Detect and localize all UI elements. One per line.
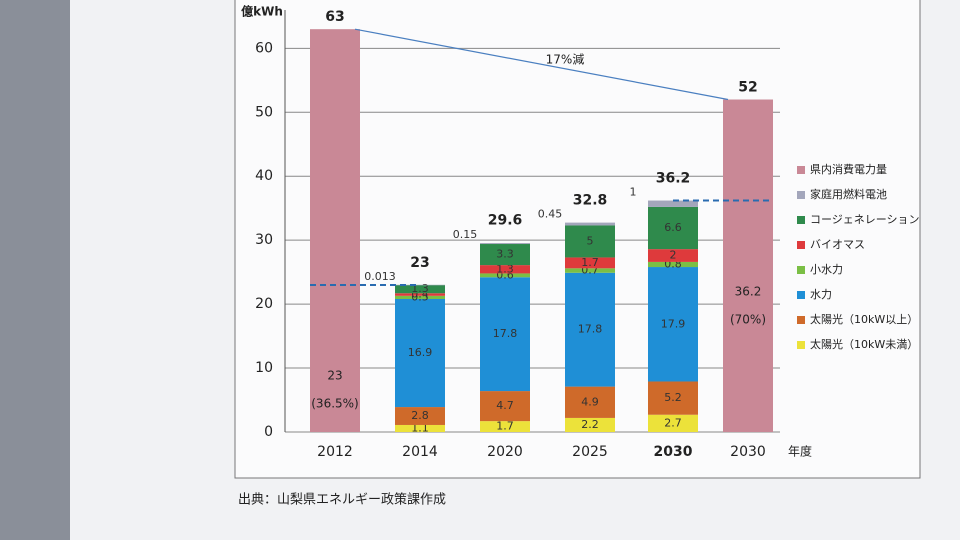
legend-swatch <box>797 216 805 224</box>
data-label: 17.8 <box>493 327 518 340</box>
legend-swatch <box>797 291 805 299</box>
data-label: 0.15 <box>453 228 478 241</box>
data-label: 1.3 <box>496 262 514 275</box>
x-tick-label: 2014 <box>402 444 438 460</box>
data-label: 4.7 <box>496 399 514 412</box>
data-label: 52 <box>738 80 757 96</box>
bar-segment <box>648 261 698 268</box>
data-label: 4.9 <box>581 395 599 408</box>
y-tick-label: 60 <box>255 40 273 56</box>
data-label: 2.7 <box>664 416 682 429</box>
data-label: 2.8 <box>411 409 429 422</box>
annotation-note: (70%) <box>730 312 766 326</box>
x-tick-label: 2020 <box>487 444 523 460</box>
data-label: 0.45 <box>538 208 563 221</box>
bar-segment <box>648 267 698 382</box>
data-label: 16.9 <box>408 346 433 359</box>
bar-segment <box>565 272 615 387</box>
source: 出典：山梨県エネルギー政策課作成 <box>238 492 446 508</box>
bar-segment <box>395 407 445 425</box>
legend-label: 家庭用燃料電池 <box>810 187 887 201</box>
data-label: 5.2 <box>664 391 682 404</box>
bar-segment <box>480 277 530 392</box>
x-tick-label: 2025 <box>572 444 608 460</box>
bar-segment <box>565 417 615 432</box>
data-label: 5 <box>587 234 594 247</box>
bar-segment <box>565 257 615 269</box>
trend-label: 17%減 <box>546 52 585 67</box>
data-label: 1.7 <box>496 420 514 433</box>
total-label: 23 <box>410 255 429 271</box>
bar-segment <box>565 268 615 273</box>
bar-segment <box>395 284 445 294</box>
legend-label: 太陽光（10kW以上） <box>810 312 918 326</box>
bar-segment <box>480 265 530 274</box>
bar-segment <box>480 244 530 266</box>
bar-segment <box>648 249 698 262</box>
y-axis-label: 億kWh <box>241 4 283 19</box>
bar-segment <box>395 284 445 286</box>
bar-segment <box>395 293 445 296</box>
legend-swatch <box>797 316 805 324</box>
x-tick-label: 2030 <box>730 444 766 460</box>
bar-segment <box>480 391 530 422</box>
bar-segment <box>480 273 530 278</box>
data-label: 2.2 <box>581 418 599 431</box>
data-label: 1.7 <box>581 256 599 269</box>
legend-label: コージェネレーション <box>810 213 920 226</box>
y-tick-label: 40 <box>255 168 273 184</box>
trend-line <box>354 28 729 101</box>
bar-segment <box>648 200 698 207</box>
data-label: 6.6 <box>664 221 682 234</box>
bar-segment <box>310 29 360 432</box>
bar-segment <box>565 225 615 258</box>
annotation-note: (36.5%) <box>311 396 358 410</box>
data-label: 63 <box>325 9 344 25</box>
y-tick-label: 30 <box>255 232 273 248</box>
bar-segment <box>480 243 530 245</box>
bar-segment <box>648 414 698 432</box>
y-tick-label: 0 <box>264 424 273 440</box>
legend-label: 小水力 <box>810 263 843 276</box>
legend-swatch <box>797 191 805 199</box>
bar-segment <box>648 206 698 250</box>
x-tick-label: 2012 <box>317 444 353 460</box>
data-label: 3.3 <box>496 248 514 261</box>
total-label: 29.6 <box>488 213 523 229</box>
annotation-label: 36.2 <box>735 284 762 298</box>
total-label: 32.8 <box>573 192 608 208</box>
y-tick-label: 20 <box>255 296 273 312</box>
bar-segment <box>565 386 615 418</box>
bar-segment <box>723 99 773 433</box>
bar-segment <box>395 299 445 408</box>
legend-swatch <box>797 241 805 249</box>
bar-segment <box>648 381 698 415</box>
y-tick-label: 50 <box>255 104 273 120</box>
data-label: 2 <box>670 249 677 262</box>
data-label: 17.9 <box>661 317 686 330</box>
bar-segment <box>565 222 615 226</box>
legend-swatch <box>797 166 805 174</box>
data-label: 1 <box>630 186 637 199</box>
data-label: 17.8 <box>578 323 603 336</box>
y-tick-label: 10 <box>255 360 273 376</box>
bar-segment <box>395 295 445 300</box>
legend-swatch <box>797 341 805 349</box>
x-tick-label: 2030 <box>654 444 693 460</box>
legend-swatch <box>797 266 805 274</box>
x-axis-label: 年度 <box>788 444 812 459</box>
legend-label: 太陽光（10kW未満） <box>810 337 918 351</box>
data-label: 0.013 <box>364 270 396 283</box>
legend-label: 県内消費電力量 <box>810 162 887 176</box>
legend-label: 水力 <box>810 288 832 301</box>
annotation-label: 23 <box>327 368 342 382</box>
legend-label: バイオマス <box>810 238 865 251</box>
total-label: 36.2 <box>656 171 691 187</box>
bar-segment <box>480 421 530 432</box>
bar-segment <box>395 424 445 432</box>
